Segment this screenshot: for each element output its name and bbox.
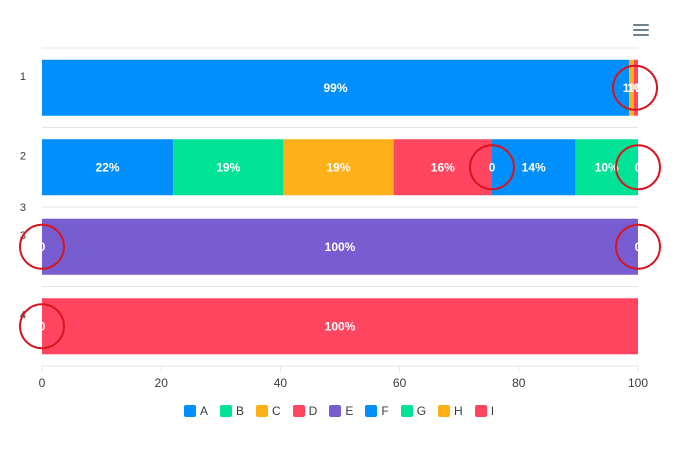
bar-data-label: 0 bbox=[489, 160, 496, 174]
legend-swatch bbox=[183, 405, 196, 417]
highlight-circle bbox=[19, 223, 65, 270]
bar-labels-layer: 99% 1%1% 22% 19% 19% 16% 0 14% 10% 0 0 100% 0 0 100% bbox=[39, 81, 645, 334]
bar-data-label: 0 bbox=[39, 240, 46, 254]
bar-segment-c-2[interactable] bbox=[283, 139, 394, 196]
legend-swatch bbox=[365, 405, 378, 417]
bar-data-label: 22% bbox=[96, 160, 120, 174]
menu-line bbox=[633, 29, 649, 31]
bar-segment-d-1[interactable] bbox=[633, 59, 638, 116]
legend-label: F bbox=[381, 404, 389, 418]
y-axis-label: 1 bbox=[20, 71, 26, 83]
highlight-circle bbox=[615, 144, 661, 191]
bar-data-label: 100% bbox=[325, 319, 356, 333]
legend-label: A bbox=[199, 404, 208, 418]
bar-data-label: 1% bbox=[627, 81, 645, 95]
chart-legend: A B C D E F G H I bbox=[0, 401, 678, 421]
x-axis-tick-label: 40 bbox=[274, 376, 288, 390]
chart-menu-button[interactable] bbox=[628, 18, 654, 42]
highlight-circle bbox=[19, 303, 65, 350]
bar-segment-d-2[interactable] bbox=[393, 139, 492, 196]
bar-segment-d-4[interactable] bbox=[42, 298, 638, 355]
annotations-layer bbox=[19, 64, 661, 350]
bar-data-label: 14% bbox=[522, 160, 546, 174]
y-axis-label: 2 bbox=[20, 151, 26, 163]
highlight-circle bbox=[468, 144, 515, 191]
bar-segment-c-1[interactable] bbox=[629, 59, 634, 116]
legend-item-d[interactable]: D bbox=[292, 404, 318, 418]
bar-segment-a-2[interactable] bbox=[42, 139, 174, 196]
legend-item-c[interactable]: C bbox=[255, 404, 281, 418]
legend-label: E bbox=[345, 404, 354, 418]
bar-segment-e-3[interactable] bbox=[42, 218, 638, 275]
bar-data-label: 16% bbox=[431, 160, 455, 174]
legend-swatch bbox=[329, 405, 342, 417]
menu-line bbox=[633, 34, 649, 36]
legend-swatch bbox=[400, 405, 413, 417]
highlight-circle bbox=[612, 64, 659, 111]
legend-swatch bbox=[474, 405, 487, 417]
bar-data-label: 0 bbox=[39, 319, 46, 333]
bar-data-label: 99% bbox=[324, 81, 348, 95]
legend-item-e[interactable]: E bbox=[329, 404, 353, 418]
x-axis-tick-label: 0 bbox=[39, 376, 46, 390]
bar-data-label: 19% bbox=[326, 160, 350, 174]
legend-item-g[interactable]: G bbox=[400, 404, 427, 418]
bar-segment-f-2[interactable] bbox=[491, 139, 576, 196]
x-axis-tick-label: 80 bbox=[512, 376, 526, 390]
bar-data-label: 100% bbox=[325, 240, 356, 254]
x-axis-tick-label: 20 bbox=[155, 376, 169, 390]
legend-swatch bbox=[438, 405, 451, 417]
legend-label: B bbox=[235, 404, 244, 418]
legend-swatch bbox=[255, 405, 268, 417]
legend-label: C bbox=[271, 404, 281, 418]
legend-swatch bbox=[292, 405, 305, 417]
legend-item-h[interactable]: H bbox=[438, 404, 463, 418]
bar-segment-a-1[interactable] bbox=[42, 59, 630, 116]
y-axis-label-extra: 3 bbox=[20, 202, 26, 214]
bar-data-label: 1% bbox=[623, 81, 641, 95]
bar-data-label: 10% bbox=[595, 160, 619, 174]
legend-label: H bbox=[454, 404, 463, 418]
legend-label: I bbox=[490, 404, 495, 418]
legend-label: D bbox=[308, 404, 318, 418]
legend-swatch bbox=[219, 405, 232, 417]
legend-item-b[interactable]: B bbox=[219, 404, 244, 418]
bar-data-label: 0 bbox=[635, 160, 642, 174]
x-axis-tick-label: 60 bbox=[393, 376, 407, 390]
highlight-circle bbox=[615, 223, 661, 270]
bars-layer bbox=[42, 59, 638, 355]
legend-item-a[interactable]: A bbox=[183, 404, 208, 418]
menu-line bbox=[633, 24, 649, 26]
legend-item-f[interactable]: F bbox=[365, 404, 389, 418]
x-axis-tick-label: 100 bbox=[628, 376, 648, 390]
bar-segment-b-2[interactable] bbox=[173, 139, 284, 196]
bar-data-label: 19% bbox=[216, 160, 240, 174]
bar-data-label: 0 bbox=[635, 240, 642, 254]
legend-item-i[interactable]: I bbox=[474, 404, 495, 418]
legend-label: G bbox=[416, 404, 427, 418]
